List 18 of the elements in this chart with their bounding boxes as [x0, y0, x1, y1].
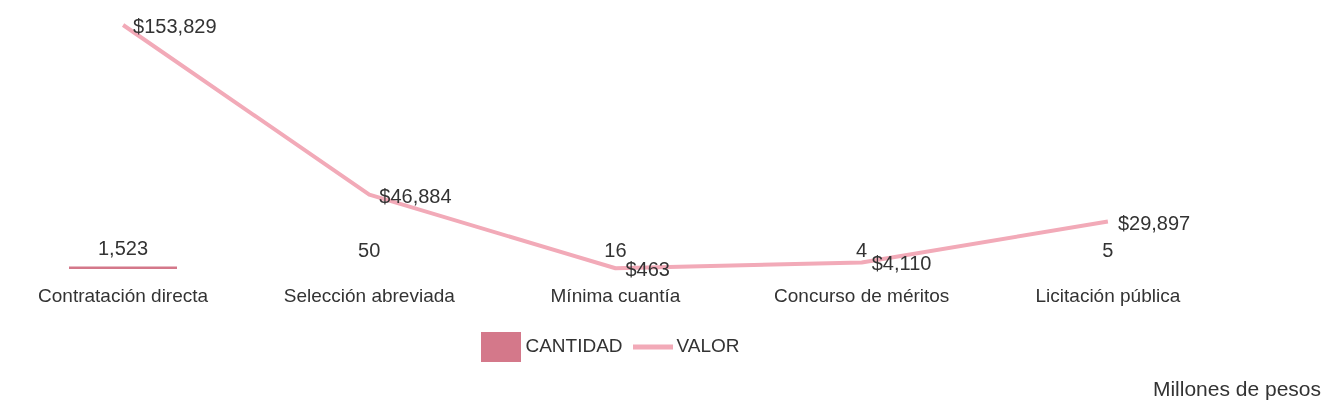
- x-tick-label: Licitación pública: [1035, 285, 1181, 307]
- x-tick-label: Concurso de méritos: [774, 285, 950, 307]
- data-label: $46,884: [379, 184, 452, 207]
- data-label: 50: [358, 238, 381, 261]
- data-label: 16: [604, 238, 627, 261]
- legend-label: CANTIDAD: [525, 335, 623, 357]
- data-label: $29,897: [1117, 211, 1191, 234]
- data-label: 1,523: [97, 236, 149, 259]
- legend-label: VALOR: [676, 335, 740, 357]
- x-tick-label: Mínima cuantía: [550, 285, 681, 307]
- x-tick-label: Selección abreviada: [283, 285, 456, 307]
- data-label: 5: [1102, 238, 1114, 261]
- text: Millones de pesos: [1152, 377, 1321, 401]
- data-label: $153,829: [133, 15, 217, 37]
- data-label: $4,110: [871, 252, 932, 275]
- data-label: $463: [625, 258, 670, 281]
- data-label: 4: [856, 238, 868, 261]
- x-tick-label: Contratación directa: [38, 285, 209, 307]
